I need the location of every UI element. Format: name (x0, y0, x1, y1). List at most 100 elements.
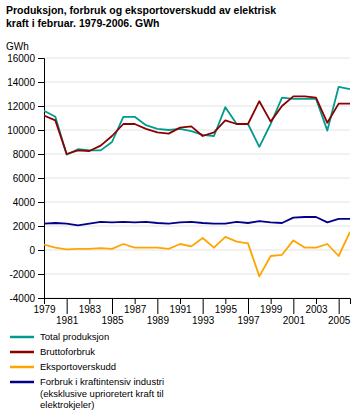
series-line (44, 232, 350, 276)
y-tick: 8000 (13, 149, 44, 160)
legend-swatch (10, 336, 34, 339)
y-tick: 12000 (7, 101, 44, 112)
legend-label-line: Eksportoverskudd (40, 361, 116, 372)
legend-swatch (10, 351, 34, 354)
y-tick-label: 8000 (13, 149, 36, 160)
x-tick-label: 1993 (192, 315, 215, 326)
lines (44, 87, 350, 277)
y-tick-mark (38, 226, 44, 227)
x-tick-mark (67, 298, 68, 314)
legend-label-line: Bruttoforbruk (40, 346, 95, 357)
grid-line (44, 274, 350, 275)
y-tick: 10000 (7, 125, 44, 136)
y-tick-mark (38, 298, 44, 299)
x-tick: 2003 (305, 298, 328, 315)
y-tick-mark (38, 82, 44, 83)
x-tick-label: 1979 (33, 304, 56, 315)
legend-label: Total produksjon (40, 331, 109, 342)
x-tick-label: 1981 (56, 315, 79, 326)
y-tick-label: -4000 (9, 293, 35, 304)
legend-label: Bruttoforbruk (40, 346, 95, 357)
y-tick-mark (38, 106, 44, 107)
y-axis: -4000 -2000 0 2000 4000 6000 8000 10000 12000 140… (7, 53, 44, 304)
series-line (44, 96, 350, 154)
x-tick: 2005 (328, 298, 351, 326)
grid-line (44, 226, 350, 227)
chart: Produksjon, forbruk og eksportoverskudd … (0, 0, 364, 419)
x-tick-label: 1987 (124, 304, 147, 315)
x-tick: 1981 (56, 298, 79, 326)
legend-swatch (10, 381, 34, 384)
y-tick-label: 16000 (7, 53, 35, 64)
series-line (44, 87, 350, 155)
grid (44, 58, 350, 298)
x-tick-mark (112, 298, 113, 314)
series-line (44, 217, 350, 225)
grid-line (44, 58, 350, 59)
x-axis: 1979198119831985198719891991199319951997… (33, 298, 350, 326)
x-tick-mark (293, 298, 294, 314)
x-tick: 1989 (147, 298, 170, 326)
legend-label-line: (eksklusive uprioretert kraft til (40, 388, 164, 399)
y-tick-mark (38, 58, 44, 59)
y-tick-label: 6000 (13, 173, 36, 184)
y-tick-mark (38, 250, 44, 251)
y-tick-mark (38, 154, 44, 155)
y-axis-line (38, 59, 45, 299)
x-tick-label: 1997 (237, 315, 260, 326)
y-tick-mark (38, 178, 44, 179)
x-tick: 1987 (124, 298, 147, 315)
legend-label-line: elektrokjeler) (40, 399, 94, 410)
x-tick-mark (203, 298, 204, 314)
title-line: kraft i februar. 1979-2006. GWh (6, 17, 159, 29)
y-tick: 0 (29, 245, 44, 256)
y-tick-mark (38, 274, 44, 275)
y-tick: 16000 (7, 53, 44, 64)
legend-item: Forbruk i kraftintensiv industri(eksklus… (10, 376, 164, 410)
x-tick-mark (157, 298, 158, 314)
y-tick: 4000 (13, 197, 44, 208)
x-tick-mark (135, 298, 136, 304)
x-tick: 1979 (33, 298, 56, 315)
x-tick-mark (248, 298, 249, 314)
y-tick-label: 4000 (13, 197, 36, 208)
x-tick-label: 1995 (215, 304, 238, 315)
x-tick-mark (316, 298, 317, 304)
x-tick-label: 2001 (283, 315, 306, 326)
grid-line (44, 202, 350, 203)
legend-label: Forbruk i kraftintensiv industri(eksklus… (40, 376, 164, 410)
legend-item: Bruttoforbruk (10, 346, 95, 357)
x-tick-label: 1989 (147, 315, 170, 326)
y-tick-label: 0 (29, 245, 35, 256)
y-tick: 2000 (13, 221, 44, 232)
legend-item: Total produksjon (10, 331, 109, 342)
grid-line (44, 178, 350, 179)
title-line: Produksjon, forbruk og eksportoverskudd … (6, 4, 276, 16)
y-tick-label: 14000 (7, 77, 35, 88)
grid-line (44, 154, 350, 155)
x-tick: 2001 (283, 298, 306, 326)
legend-label: Eksportoverskudd (40, 361, 116, 372)
y-axis-label: GWh (6, 41, 29, 52)
x-tick-mark (339, 298, 340, 314)
x-tick-mark (180, 298, 181, 304)
grid-line (44, 106, 350, 107)
x-tick: 1993 (192, 298, 215, 326)
title: Produksjon, forbruk og eksportoverskudd … (6, 4, 276, 29)
y-tick-label: 2000 (13, 221, 36, 232)
x-tick: 1997 (237, 298, 260, 326)
x-tick-label: 1999 (260, 304, 283, 315)
x-tick: 1995 (215, 298, 238, 315)
x-tick-label: 1983 (79, 304, 102, 315)
legend-label-line: Forbruk i kraftintensiv industri (40, 376, 164, 387)
x-tick: 1991 (169, 298, 192, 315)
legend: Total produksjon Bruttoforbruk Eksportover… (10, 331, 164, 410)
legend-swatch (10, 366, 34, 369)
legend-label-line: Total produksjon (40, 331, 109, 342)
x-tick-label: 2005 (328, 315, 351, 326)
x-tick-label: 1991 (169, 304, 192, 315)
grid-line (44, 82, 350, 83)
legend-item: Eksportoverskudd (10, 361, 116, 372)
x-tick-label: 2003 (305, 304, 328, 315)
y-tick-label: -2000 (9, 269, 35, 280)
